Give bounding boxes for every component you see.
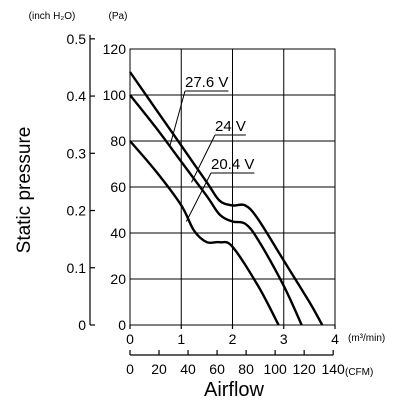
x-secondary-tick-label: 80 bbox=[238, 361, 254, 377]
y-tick-label: 20 bbox=[110, 271, 126, 287]
x-secondary-tick-label: 120 bbox=[292, 361, 316, 377]
x-primary-unit: (m³/min) bbox=[348, 333, 385, 344]
series-label-2: 24 V bbox=[215, 118, 246, 135]
series-leader-line bbox=[169, 90, 186, 146]
y-secondary-tick-label: 0.4 bbox=[67, 88, 87, 104]
x-secondary-unit: (CFM) bbox=[345, 367, 373, 378]
x-secondary-tick-label: 40 bbox=[180, 361, 196, 377]
x-tick-label: 3 bbox=[280, 331, 288, 347]
series-leader-line bbox=[185, 172, 212, 222]
x-tick-label: 2 bbox=[229, 331, 237, 347]
series-label-3: 20.4 V bbox=[211, 156, 254, 173]
y-axis-title: Static pressure bbox=[14, 127, 35, 254]
y-tick-label: 40 bbox=[110, 225, 126, 241]
y-tick-label: 0 bbox=[118, 317, 126, 333]
grid bbox=[129, 48, 336, 326]
x-tick-label: 1 bbox=[177, 331, 185, 347]
y-secondary-tick-label: 0.2 bbox=[67, 203, 87, 219]
x-secondary-tick-label: 100 bbox=[263, 361, 287, 377]
y-tick-label: 100 bbox=[103, 87, 127, 103]
y-secondary-unit: (inch H₂O) bbox=[29, 11, 76, 22]
x-axis-title: Airflow bbox=[204, 379, 265, 401]
series-lines bbox=[129, 71, 324, 326]
series-line-2 bbox=[129, 94, 303, 326]
y-tick-label: 120 bbox=[103, 41, 127, 57]
series-leader-line bbox=[191, 134, 216, 183]
x-secondary-tick-label: 0 bbox=[126, 361, 134, 377]
y-primary-unit: (Pa) bbox=[109, 11, 128, 22]
y-secondary-tick-label: 0.3 bbox=[67, 145, 87, 161]
y-secondary-tick-label: 0 bbox=[78, 317, 86, 333]
x-secondary-tick-label: 20 bbox=[151, 361, 167, 377]
series-labels: 27.6 V 24 V 20.4 V bbox=[169, 74, 255, 222]
y-secondary-tick-label: 0.5 bbox=[67, 31, 87, 47]
series-label-1: 27.6 V bbox=[185, 74, 228, 91]
y-tick-label: 80 bbox=[110, 133, 126, 149]
x-tick-label: 4 bbox=[331, 331, 339, 347]
x-secondary-tick-label: 60 bbox=[209, 361, 225, 377]
series-line-3 bbox=[129, 140, 280, 326]
x-tick-label: 0 bbox=[126, 331, 134, 347]
y-tick-label: 60 bbox=[110, 179, 126, 195]
series-line-1 bbox=[129, 71, 324, 326]
y-secondary-tick-label: 0.1 bbox=[67, 260, 87, 276]
x-secondary-tick-label: 140 bbox=[321, 361, 345, 377]
